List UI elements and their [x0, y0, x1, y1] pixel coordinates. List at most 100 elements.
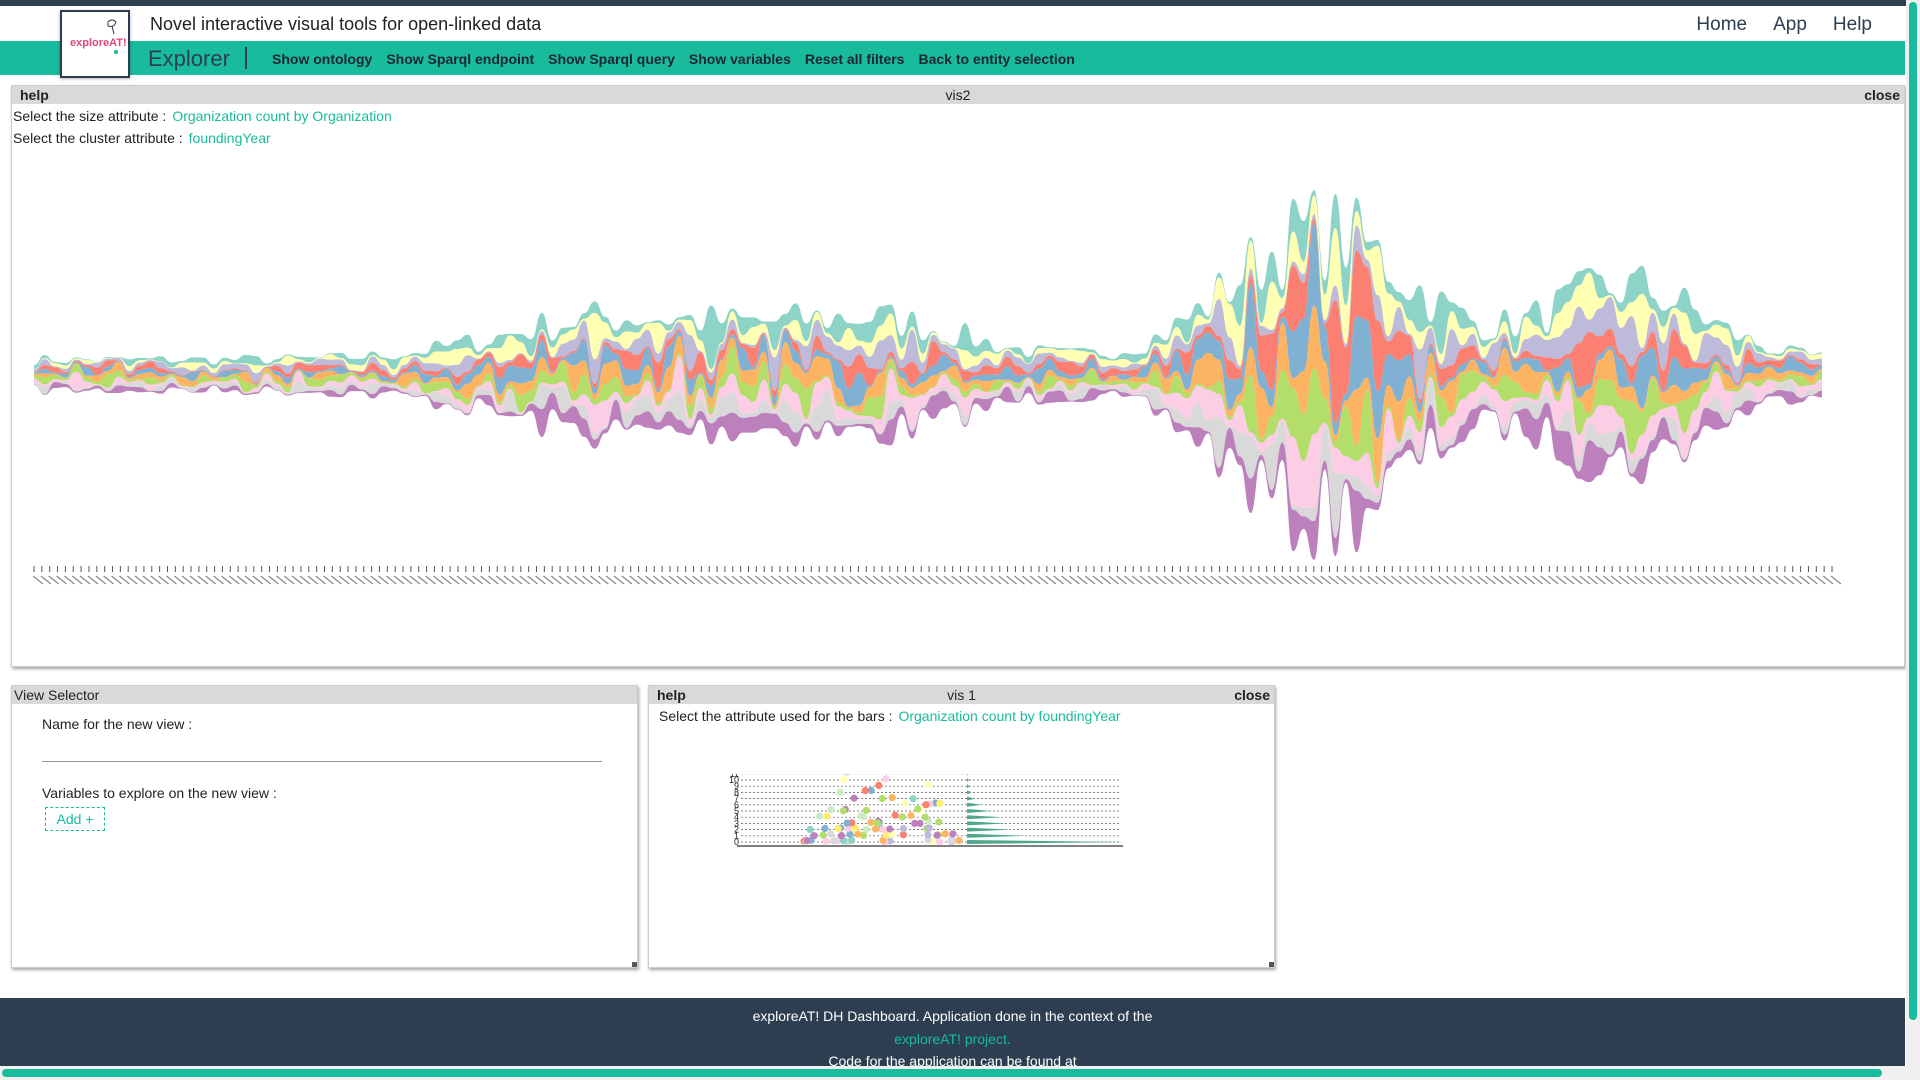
data-dot[interactable]	[935, 818, 943, 826]
vertical-scrollbar[interactable]	[1906, 0, 1920, 1080]
streamgraph[interactable]	[12, 148, 1904, 666]
data-dot[interactable]	[914, 805, 922, 813]
data-dot[interactable]	[955, 836, 963, 844]
nav-help-link[interactable]: Help	[1832, 14, 1872, 35]
axis-tick-label	[401, 575, 413, 585]
data-dot[interactable]	[839, 807, 847, 815]
beeswarm-chart[interactable]: 01234567891011	[649, 774, 1274, 884]
data-dot[interactable]	[823, 812, 831, 820]
data-dot[interactable]	[850, 794, 858, 802]
show-variables-link[interactable]: Show variables	[688, 51, 791, 67]
data-dot[interactable]	[911, 819, 919, 827]
data-dot[interactable]	[935, 838, 944, 846]
resize-handle[interactable]	[632, 962, 637, 967]
data-dot[interactable]	[909, 795, 917, 803]
data-dot[interactable]	[846, 830, 854, 838]
data-dot[interactable]	[867, 786, 875, 795]
add-variable-button[interactable]: Add +	[45, 807, 105, 831]
data-dot[interactable]	[843, 774, 850, 776]
stream-layer[interactable]	[34, 377, 1822, 538]
data-dot[interactable]	[862, 806, 870, 814]
data-dot[interactable]	[844, 825, 852, 833]
data-dot[interactable]	[941, 830, 949, 838]
data-dot[interactable]	[925, 824, 933, 832]
data-dot[interactable]	[907, 811, 915, 820]
data-dot[interactable]	[947, 837, 955, 845]
data-dot[interactable]	[899, 825, 908, 833]
view-name-input[interactable]	[42, 736, 602, 762]
data-dot[interactable]	[851, 824, 859, 832]
data-dot[interactable]	[875, 781, 883, 789]
data-dot[interactable]	[830, 837, 838, 845]
data-dot[interactable]	[822, 837, 830, 845]
vis1-help-button[interactable]: help	[657, 687, 686, 703]
horizontal-scrollbar[interactable]	[0, 1066, 1906, 1080]
data-dot[interactable]	[857, 812, 865, 820]
cluster-attribute-select[interactable]: foundingYear	[188, 130, 271, 146]
data-dot[interactable]	[803, 837, 811, 845]
data-dot[interactable]	[933, 831, 941, 839]
data-dot[interactable]	[879, 825, 887, 833]
axis-tick-label	[739, 575, 751, 585]
data-dot[interactable]	[819, 831, 827, 839]
data-dot[interactable]	[854, 830, 862, 838]
stream-layer[interactable]	[34, 222, 1822, 439]
vis1-close-button[interactable]: close	[1234, 687, 1270, 703]
data-dot[interactable]	[882, 775, 890, 783]
data-dot[interactable]	[827, 806, 835, 814]
data-dot[interactable]	[827, 830, 835, 838]
exploreat-logo[interactable]: exploreAT!	[60, 10, 130, 78]
data-dot[interactable]	[837, 832, 846, 840]
data-dot[interactable]	[840, 776, 848, 784]
data-dot[interactable]	[806, 826, 814, 834]
data-dot[interactable]	[924, 836, 932, 844]
data-dot[interactable]	[873, 819, 881, 827]
bars-attribute-select[interactable]: Organization count by foundingYear	[898, 708, 1121, 724]
data-dot[interactable]	[898, 813, 906, 821]
back-to-entity-selection-link[interactable]: Back to entity selection	[918, 51, 1075, 67]
data-dot[interactable]	[861, 787, 869, 795]
data-dot[interactable]	[872, 825, 880, 833]
data-dot[interactable]	[810, 832, 818, 840]
footer-project-link[interactable]: exploreAT! project.	[894, 1031, 1011, 1047]
data-dot[interactable]	[924, 781, 932, 789]
data-dot[interactable]	[901, 799, 909, 807]
stream-layer[interactable]	[34, 218, 1822, 424]
vis2-help-button[interactable]: help	[20, 87, 49, 103]
data-dot[interactable]	[886, 825, 894, 833]
axis-tick-label	[1744, 575, 1756, 585]
reset-all-filters-link[interactable]: Reset all filters	[804, 51, 905, 67]
resize-handle[interactable]	[1269, 962, 1274, 967]
data-dot[interactable]	[949, 830, 957, 838]
data-dot[interactable]	[899, 831, 907, 839]
axis-tick-label	[1524, 575, 1536, 585]
data-dot[interactable]	[916, 819, 924, 827]
vertical-scrollbar-thumb[interactable]	[1909, 2, 1917, 1020]
horizontal-scrollbar-thumb[interactable]	[2, 1069, 1882, 1077]
data-dot[interactable]	[862, 825, 870, 833]
show-ontology-link[interactable]: Show ontology	[272, 51, 373, 67]
data-dot[interactable]	[867, 818, 875, 826]
data-dot[interactable]	[936, 799, 944, 807]
data-dot[interactable]	[888, 794, 896, 802]
data-dot[interactable]	[836, 788, 844, 796]
data-dot[interactable]	[924, 831, 932, 839]
nav-app-link[interactable]: App	[1773, 14, 1807, 35]
show-sparql-endpoint-link[interactable]: Show Sparql endpoint	[386, 51, 535, 67]
size-attribute-select[interactable]: Organization count by Organization	[172, 108, 392, 124]
stream-layer[interactable]	[34, 305, 1822, 483]
data-dot[interactable]	[878, 795, 886, 803]
data-dot[interactable]	[821, 824, 829, 833]
data-dot[interactable]	[882, 831, 890, 839]
data-dot[interactable]	[922, 801, 930, 809]
data-dot[interactable]	[816, 812, 824, 820]
nav-home-link[interactable]: Home	[1696, 14, 1748, 35]
data-dot[interactable]	[921, 813, 929, 821]
data-dot[interactable]	[834, 825, 842, 833]
show-sparql-query-link[interactable]: Show Sparql query	[548, 51, 675, 67]
data-dot[interactable]	[843, 819, 851, 827]
data-dot[interactable]	[859, 831, 868, 840]
data-dot[interactable]	[848, 836, 856, 844]
vis2-close-button[interactable]: close	[1864, 87, 1900, 103]
data-dot[interactable]	[891, 811, 899, 819]
